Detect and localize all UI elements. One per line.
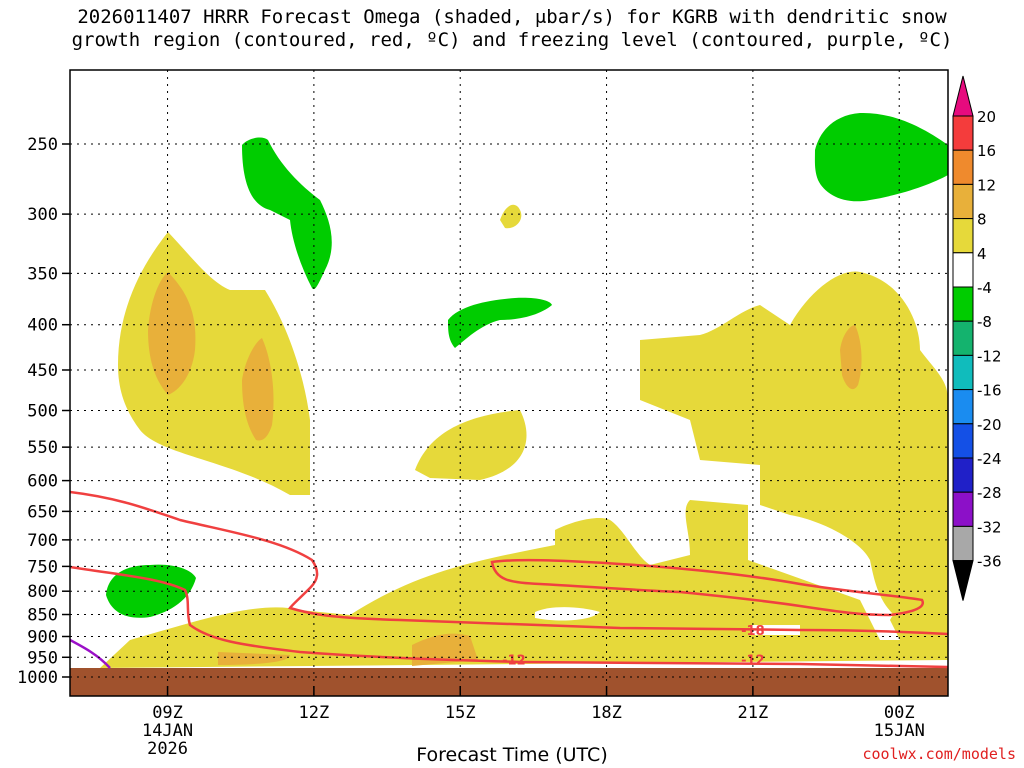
colorbar-band xyxy=(952,354,974,391)
colorbar-label: -8 xyxy=(977,313,992,331)
colorbar-label: -16 xyxy=(977,382,1002,400)
colorbar-band xyxy=(952,457,974,493)
colorbar-label: 4 xyxy=(977,245,987,263)
freezing-level-contour xyxy=(70,638,111,669)
colorbar-band xyxy=(952,252,974,288)
ground-surface xyxy=(70,668,948,696)
colorbar-label: -36 xyxy=(977,553,1002,571)
colorbar-band xyxy=(952,183,974,220)
x-tick-label: 12Z xyxy=(299,703,330,723)
chart-title-line2: growth region (contoured, red, ºC) and f… xyxy=(71,29,953,51)
colorbar-label: -4 xyxy=(977,279,992,297)
site-credit: coolwx.com/models xyxy=(862,745,1016,763)
y-tick-label: 900 xyxy=(27,627,58,647)
colorbar-label: 20 xyxy=(977,108,996,126)
plot-frame xyxy=(69,69,949,697)
omega-shading-neg4-neg8 xyxy=(106,112,948,618)
omega-shading-4-8 xyxy=(100,204,948,676)
dgz-contours xyxy=(70,490,948,669)
colorbar-band xyxy=(952,218,974,254)
y-tick-label: 950 xyxy=(27,648,58,668)
y-tick-label: 1000 xyxy=(17,668,58,688)
x-tick-label: 00Z xyxy=(884,703,915,723)
x-tick-date: 15JAN xyxy=(874,721,925,741)
colorbar-band xyxy=(952,423,974,459)
y-tick-label: 650 xyxy=(27,502,58,522)
y-tick-label: 400 xyxy=(27,316,58,336)
colorbar-label: -20 xyxy=(977,416,1002,434)
x-tick-year: 2026 xyxy=(147,739,188,759)
y-tick-label: 850 xyxy=(27,606,58,626)
y-tick-label: 450 xyxy=(27,361,58,381)
colorbar: 20 16 12 8 4 -4 -8 -12 -16 -20 -24 -28 -32 -36 xyxy=(952,75,1002,601)
y-tick-label: 600 xyxy=(27,472,58,492)
y-tick-label: 300 xyxy=(27,205,58,225)
colorbar-top-arrow xyxy=(952,75,974,117)
x-tick-label: 15Z xyxy=(445,703,476,723)
y-tick-label: 800 xyxy=(27,582,58,602)
chart-title: 2026011407 HRRR Forecast Omega (shaded, … xyxy=(0,6,1024,52)
colorbar-band xyxy=(952,115,974,151)
y-tick-label: 350 xyxy=(27,264,58,284)
y-tick-label: 250 xyxy=(27,135,58,155)
colorbar-band xyxy=(952,320,974,356)
colorbar-band xyxy=(952,149,974,185)
x-tick-label: 09Z xyxy=(152,703,183,723)
x-tick-label: 18Z xyxy=(591,703,622,723)
omega-shading-8-12 xyxy=(148,272,862,666)
y-tick-label: 750 xyxy=(27,557,58,577)
chart-title-line1: 2026011407 HRRR Forecast Omega (shaded, … xyxy=(77,6,947,28)
x-axis-label: Forecast Time (UTC) xyxy=(416,744,608,766)
colorbar-band xyxy=(952,389,974,425)
colorbar-label: -28 xyxy=(977,484,1002,502)
contour-label: -12 xyxy=(502,653,526,668)
colorbar-label: 16 xyxy=(977,142,996,160)
y-axis-ticks: 2503003504004505005506006507007508008509… xyxy=(17,135,70,688)
colorbar-label: -12 xyxy=(977,347,1002,365)
colorbar-band xyxy=(952,491,974,527)
colorbar-label: -24 xyxy=(977,450,1002,468)
colorbar-label: -32 xyxy=(977,518,1002,536)
colorbar-band xyxy=(952,525,974,562)
plot-area: -18-12 -12 xyxy=(70,70,948,696)
y-tick-label: 700 xyxy=(27,531,58,551)
x-tick-date: 14JAN xyxy=(142,721,193,741)
colorbar-bottom-arrow xyxy=(952,560,974,601)
colorbar-label: 12 xyxy=(977,176,996,194)
colorbar-label: 8 xyxy=(977,211,987,229)
y-tick-label: 500 xyxy=(27,402,58,422)
contour-label: -12 xyxy=(741,653,765,668)
y-tick-label: 550 xyxy=(27,438,58,458)
colorbar-band xyxy=(952,286,974,322)
x-tick-label: 21Z xyxy=(738,703,769,723)
